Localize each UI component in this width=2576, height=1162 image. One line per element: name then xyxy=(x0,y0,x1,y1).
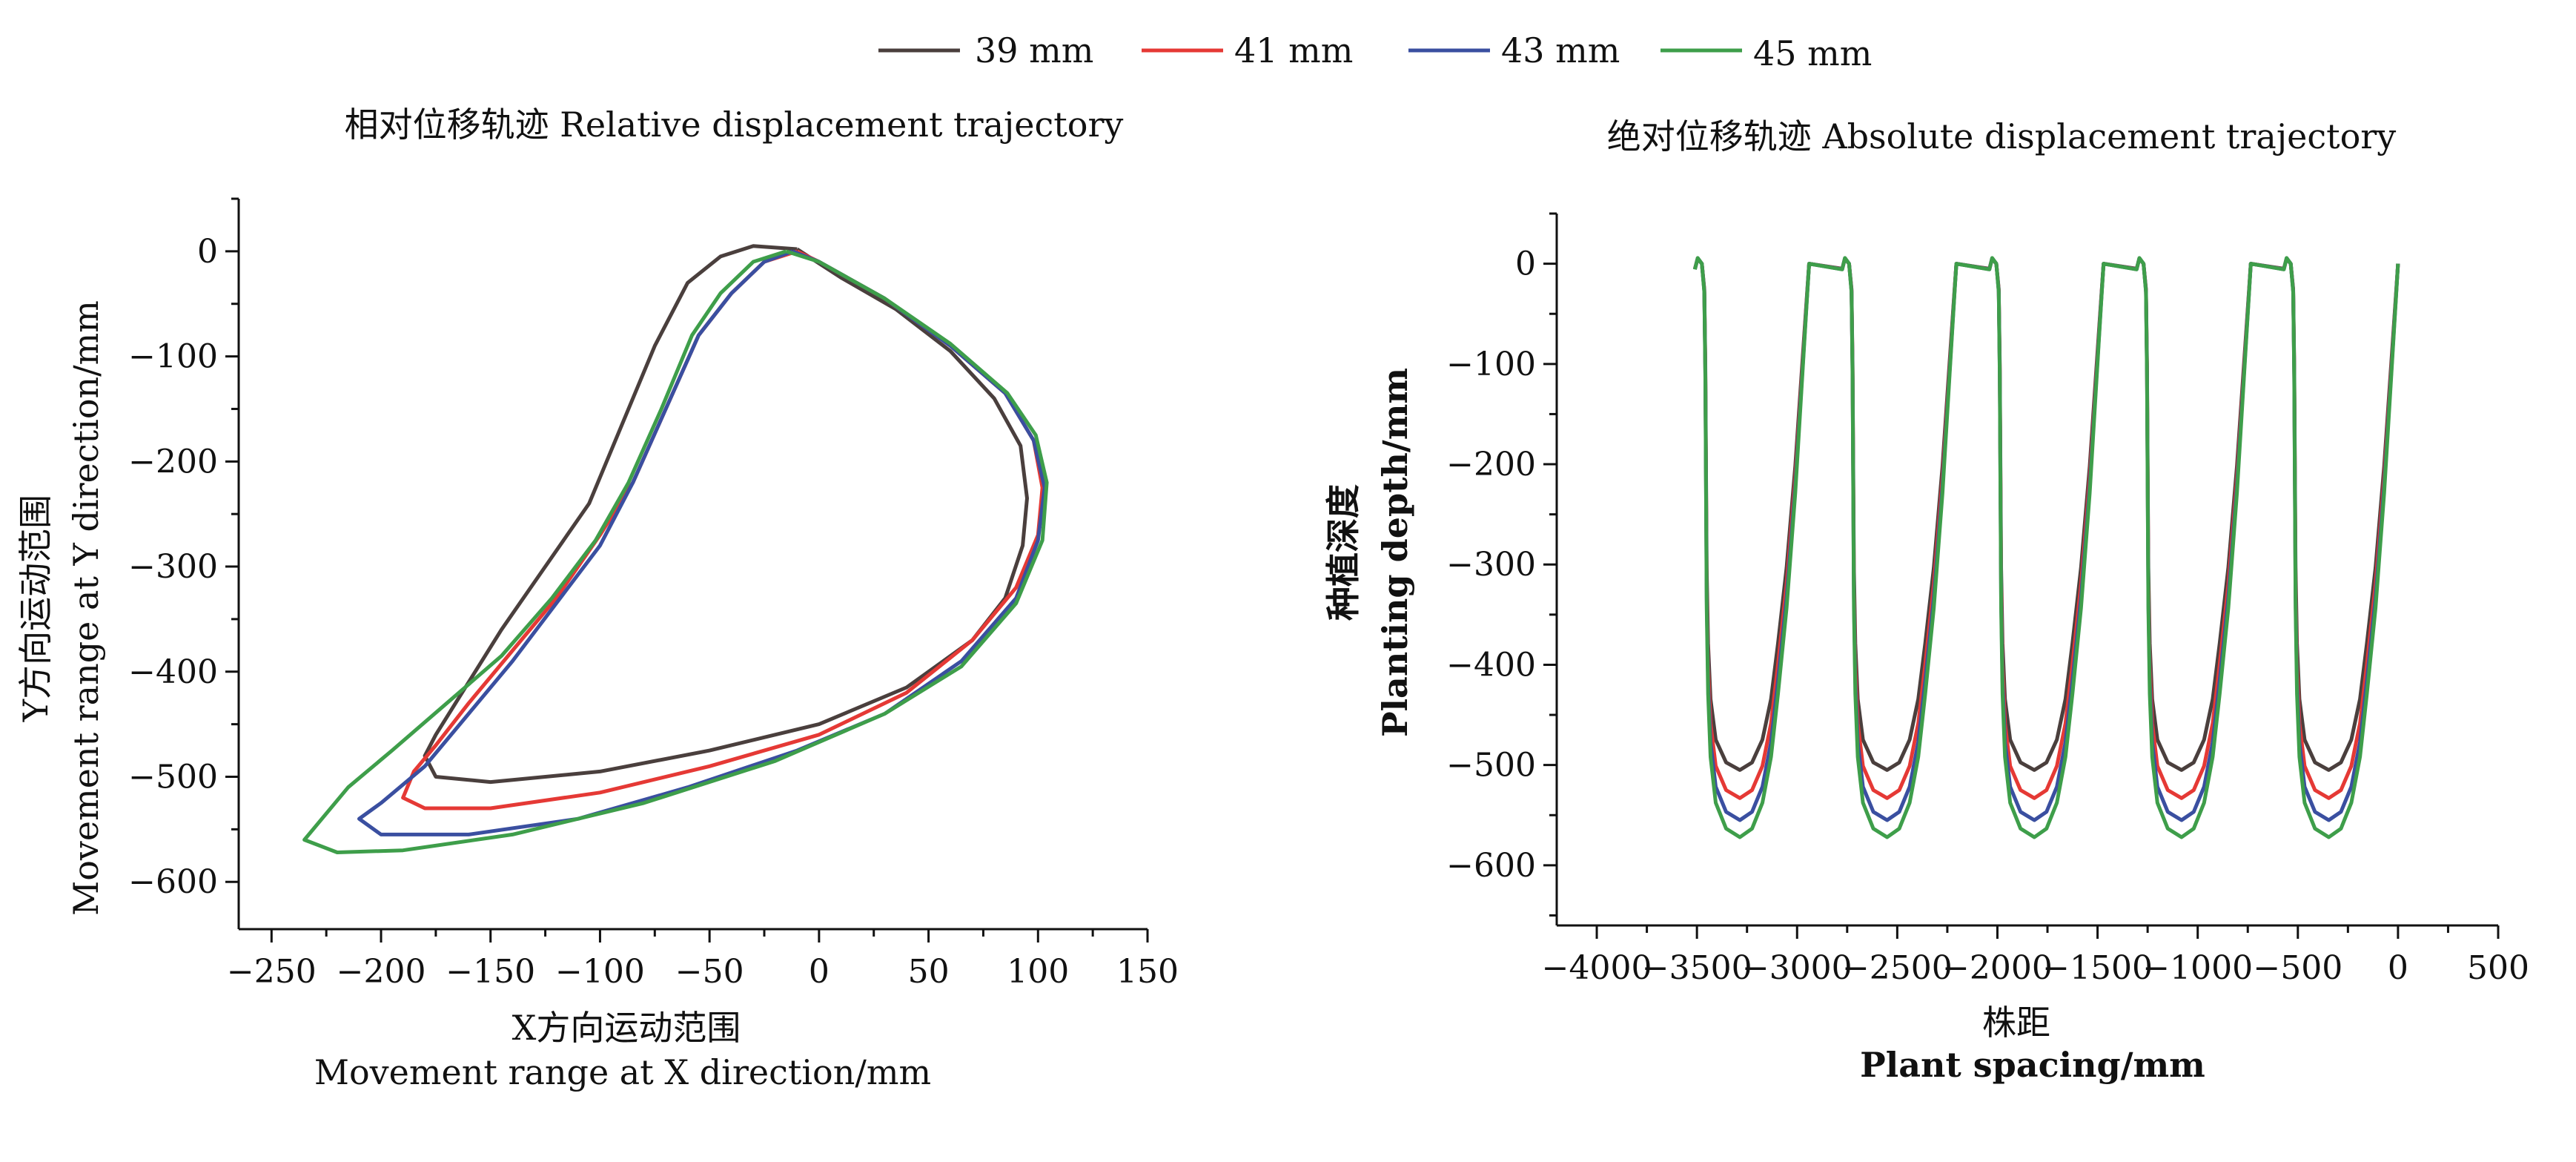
relative-x-tick-label: 50 xyxy=(908,953,950,991)
absolute-x-tick-label: −1000 xyxy=(2142,949,2253,987)
absolute-x-tick-label: −1500 xyxy=(2042,949,2153,987)
relative-x-tick-label: −100 xyxy=(555,953,645,991)
chart-title-relative: 相对位移轨迹 Relative displacement trajectory xyxy=(345,105,1124,145)
relative-series-39mm xyxy=(423,244,1029,785)
absolute-x-tick-label: −3000 xyxy=(1742,949,1852,987)
y-axis-title-en-absolute: Planting depth/mm xyxy=(1375,368,1415,737)
absolute-ticks: −4000−3500−3000−2500−2000−1500−1000 −500 0… xyxy=(1446,212,2529,987)
legend-label-39mm: 39 mm xyxy=(975,30,1093,70)
absolute-x-tick-label: −2000 xyxy=(1942,949,2053,987)
relative-y-tick-label: −300 xyxy=(128,548,218,586)
relative-series-41mm xyxy=(401,249,1044,811)
relative-y-tick-label: −500 xyxy=(128,758,218,796)
absolute-y-tick-label: −500 xyxy=(1446,747,1536,785)
relative-series-45mm xyxy=(302,249,1049,854)
legend: 39 mm 41 mm 43 mm 45 mm xyxy=(878,30,1872,73)
relative-x-tick-label: 150 xyxy=(1116,953,1179,991)
legend-label-41mm: 41 mm xyxy=(1234,30,1353,70)
absolute-y-tick-label: −100 xyxy=(1446,346,1536,383)
legend-label-43mm: 43 mm xyxy=(1501,30,1620,70)
x-axis-title-cn-absolute: 株距 xyxy=(1982,1003,2050,1043)
x-axis-title-en-relative: Movement range at X direction/mm xyxy=(314,1052,931,1092)
absolute-x-tick-label: −3500 xyxy=(1642,949,1752,987)
relative-x-tick-label: −50 xyxy=(675,953,744,991)
relative-series xyxy=(302,244,1049,854)
absolute-series xyxy=(1692,256,2400,839)
absolute-y-tick-label: −200 xyxy=(1446,446,1536,483)
relative-x-tick-label: −250 xyxy=(227,953,317,991)
relative-y-tick-label: −100 xyxy=(128,338,218,376)
absolute-x-tick-label: 500 xyxy=(2467,949,2529,987)
absolute-x-tick-label: −2500 xyxy=(1842,949,1953,987)
absolute-y-tick-label: 0 xyxy=(1515,245,1536,283)
y-axis-title-en-relative: Movement range at Y direction/mm xyxy=(66,300,106,916)
relative-y-tick-label: −200 xyxy=(128,443,218,481)
relative-x-tick-label: −200 xyxy=(337,953,426,991)
y-axis-title-cn-absolute: 种植深度 xyxy=(1323,484,1363,621)
relative-x-tick-label: 100 xyxy=(1007,953,1069,991)
absolute-y-tick-label: −600 xyxy=(1446,847,1536,885)
y-axis-title-cn-relative: Y方向运动范围 xyxy=(16,495,56,722)
relative-y-tick-label: −400 xyxy=(128,653,218,691)
absolute-axes xyxy=(1555,214,2498,927)
x-axis-title-cn-relative: X方向运动范围 xyxy=(512,1008,741,1048)
absolute-y-tick-label: −400 xyxy=(1446,646,1536,684)
relative-y-tick-label: 0 xyxy=(197,233,218,271)
absolute-y-tick-label: −300 xyxy=(1446,546,1536,584)
relative-x-tick-label: 0 xyxy=(809,953,830,991)
relative-y-tick-label: −600 xyxy=(128,863,218,901)
absolute-x-tick-label: −4000 xyxy=(1542,949,1652,987)
absolute-x-tick-label: 0 xyxy=(2388,949,2408,987)
x-axis-title-en-absolute: Plant spacing/mm xyxy=(1860,1045,2205,1085)
absolute-x-tick-label: −500 xyxy=(2253,949,2342,987)
chart-title-absolute: 绝对位移轨迹 Absolute displacement trajectory xyxy=(1607,116,2396,156)
relative-axes xyxy=(237,199,1148,931)
relative-trajectory-chart: 相对位移轨迹 Relative displacement trajectory … xyxy=(16,105,1179,1092)
relative-series-43mm xyxy=(357,249,1047,836)
legend-label-45mm: 45 mm xyxy=(1753,33,1872,73)
relative-ticks: −250 −200 −150 −100 −50 0 50 100 1500−100−200−30… xyxy=(128,197,1179,991)
absolute-trajectory-chart: 绝对位移轨迹 Absolute displacement trajectory … xyxy=(1323,116,2529,1085)
absolute-series-45mm xyxy=(1692,256,2400,839)
relative-x-tick-label: −150 xyxy=(446,953,535,991)
